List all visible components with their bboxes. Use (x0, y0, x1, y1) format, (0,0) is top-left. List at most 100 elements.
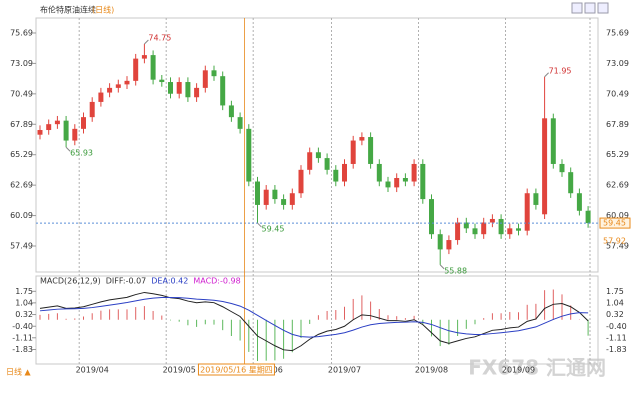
candle-body (237, 117, 243, 129)
y-tick-label: 0.32 (15, 310, 33, 319)
y-tick-label: 65.29 (606, 150, 629, 159)
y-tick-label: 1.04 (15, 298, 33, 307)
candle-body (481, 222, 487, 235)
y-tick-label: -1.83 (606, 345, 627, 354)
candle-body (559, 163, 565, 173)
candle-body (176, 82, 182, 94)
y-tick-label: -1.83 (12, 345, 33, 354)
y-tick-label: 1.75 (15, 287, 33, 296)
candle-body (81, 117, 86, 129)
cursor-box (197, 363, 275, 376)
x-tick-label: 2019/07 (328, 366, 361, 375)
candle-body (141, 55, 147, 59)
candle-body (498, 218, 504, 235)
candle-body (420, 163, 426, 200)
candle-body (429, 199, 434, 235)
legend-entry: DEA:0.42 (151, 277, 188, 286)
candle-body (133, 58, 139, 81)
candle-body (272, 189, 278, 200)
y-tick-label: 57.49 (606, 242, 629, 251)
toolbar[interactable] (571, 2, 609, 14)
candle-body (46, 124, 52, 131)
candle-body (350, 140, 356, 164)
candle-body (333, 169, 339, 182)
candle-body (359, 137, 365, 141)
candle-body (72, 128, 78, 141)
y-tick-label: 60.09 (606, 211, 629, 220)
y-tick-label: 57.49 (10, 242, 33, 251)
candle-body (446, 240, 452, 250)
y-tick-label: 1.04 (606, 298, 624, 307)
candle-body (307, 152, 313, 170)
candle-body (98, 92, 104, 102)
extreme-pointer (144, 39, 149, 45)
legend-entry: DIFF:-0.07 (106, 277, 147, 286)
extreme-label: 74.75 (148, 33, 171, 42)
y-tick-label: 70.49 (10, 89, 33, 98)
candle-body (516, 228, 521, 231)
y-tick-label: 60.09 (10, 211, 33, 220)
y-tick-label: 70.49 (606, 89, 629, 98)
candle-body (289, 193, 295, 205)
candle-body (489, 218, 495, 223)
candle-body (228, 105, 234, 118)
period-button[interactable]: 日线 ▲ (6, 367, 32, 377)
candle-body (315, 152, 321, 159)
y-tick-label: 67.89 (10, 120, 33, 129)
candle-body (463, 222, 469, 229)
candle-body (402, 178, 408, 182)
candle-body (54, 120, 60, 125)
extreme-pointer (544, 72, 549, 78)
y-tick-label: 1.75 (606, 287, 624, 296)
candle-body (542, 118, 548, 215)
x-tick-label: 2019/08 (415, 366, 448, 375)
cursor-label: 2019/05/16 星期四 (200, 366, 273, 375)
candle-body (159, 79, 165, 83)
extreme-label: 65.93 (70, 149, 93, 158)
candle-body (437, 234, 443, 250)
x-tick-label: 2019/05 (163, 366, 196, 375)
extreme-label: 59.45 (262, 225, 285, 234)
candle-body (89, 101, 95, 118)
candle-body (550, 118, 556, 164)
y-tick-label: 75.69 (606, 28, 629, 37)
candle-body (524, 193, 530, 231)
extreme-pointer (439, 264, 445, 270)
x-tick-label: 2019/09 (502, 366, 535, 375)
macd-line (39, 291, 589, 352)
candle-body (202, 70, 208, 88)
candle-body (185, 82, 191, 98)
extreme-pointer (65, 146, 71, 152)
candle-body (115, 84, 121, 88)
candle-body (376, 163, 382, 182)
y-tick-label: 62.69 (10, 181, 33, 190)
chart-title: 布伦特原油连续 (40, 5, 96, 15)
candle-body (63, 120, 69, 141)
candle-body (220, 76, 226, 106)
candle-body (211, 70, 217, 77)
candle-body (533, 193, 539, 205)
y-tick-label: -0.40 (606, 322, 627, 331)
button[interactable] (597, 2, 609, 14)
y-tick-label: 0.32 (606, 310, 624, 319)
candle-body (507, 228, 513, 235)
candle-body (324, 158, 330, 170)
y-tick-label: 75.69 (10, 28, 33, 37)
y-tick-label: 73.09 (10, 59, 33, 68)
button[interactable] (571, 2, 583, 14)
y-tick-label: -1.11 (12, 333, 33, 342)
candle-body (168, 82, 173, 94)
candle-body (298, 169, 304, 194)
candle-body (342, 163, 347, 182)
candle-body (385, 181, 391, 188)
candle-body (124, 80, 130, 85)
price-panel (35, 17, 599, 273)
y-tick-label: 73.09 (606, 59, 629, 68)
candle-body (576, 193, 582, 211)
price-tag-label: 57.92 (603, 236, 626, 245)
button[interactable] (584, 2, 596, 14)
extreme-pointer (257, 222, 262, 228)
legend-entry: MACD:-0.98 (193, 277, 240, 286)
candle-body (255, 181, 260, 205)
candle-body (455, 222, 461, 241)
